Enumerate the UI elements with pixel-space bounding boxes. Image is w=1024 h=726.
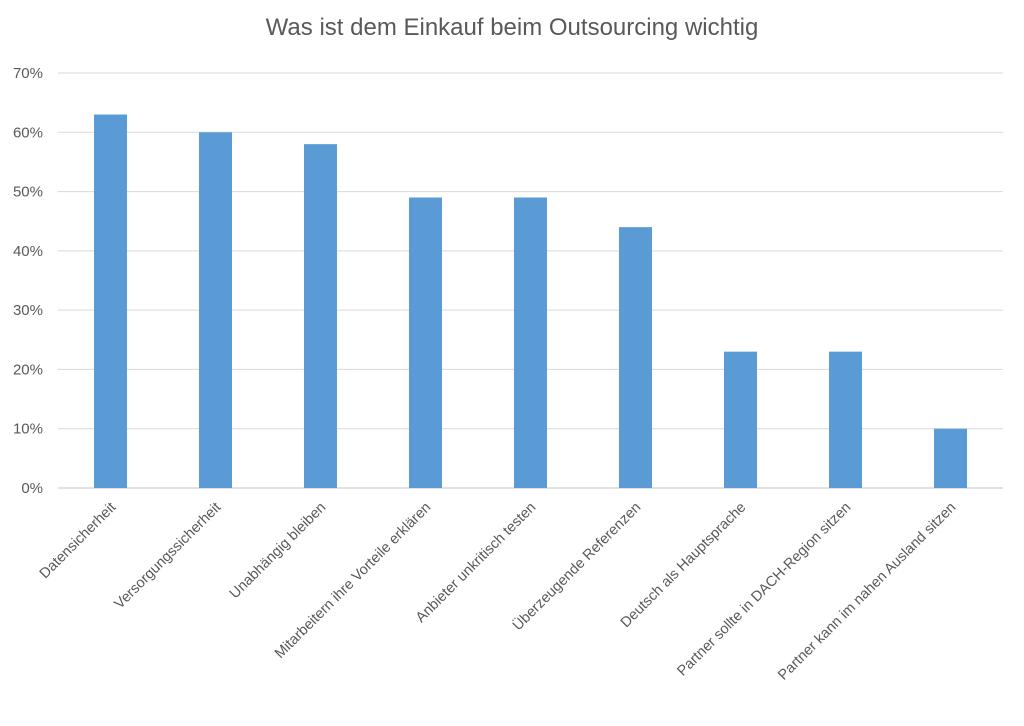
bar bbox=[199, 132, 232, 489]
y-tick-label: 30% bbox=[13, 302, 43, 319]
bar bbox=[304, 144, 337, 488]
bar bbox=[94, 114, 127, 488]
x-tick-label: Datensicherheit bbox=[37, 500, 120, 583]
y-tick-label: 10% bbox=[13, 421, 43, 438]
bar bbox=[514, 197, 547, 488]
y-axis-tick-labels: 0% 10% 20% 30% 40% 50% 60% 70% bbox=[13, 65, 43, 497]
x-tick-label: Anbieter unkritisch testen bbox=[413, 500, 539, 626]
bar bbox=[409, 197, 442, 488]
chart-title: Was ist dem Einkauf beim Outsourcing wic… bbox=[265, 14, 759, 41]
x-tick-label: Deutsch als Hauptsprache bbox=[618, 500, 750, 632]
y-tick-label: 50% bbox=[13, 184, 43, 201]
x-tick-label: Versorgungssicherheit bbox=[112, 500, 225, 613]
x-tick-label: Unabhängig bleiben bbox=[227, 500, 330, 603]
y-tick-label: 20% bbox=[13, 361, 43, 378]
y-tick-label: 70% bbox=[13, 65, 43, 82]
bar bbox=[724, 351, 757, 488]
bars bbox=[94, 114, 967, 489]
bar bbox=[934, 428, 967, 488]
x-tick-label: Partner sollte in DACH-Region sitzen bbox=[674, 500, 854, 680]
bar bbox=[619, 227, 652, 488]
y-tick-label: 0% bbox=[21, 480, 43, 497]
y-tick-label: 60% bbox=[13, 124, 43, 141]
x-tick-label: Partner kann im nahen Ausland sitzen bbox=[775, 500, 959, 684]
y-tick-label: 40% bbox=[13, 243, 43, 260]
bar bbox=[829, 351, 862, 488]
